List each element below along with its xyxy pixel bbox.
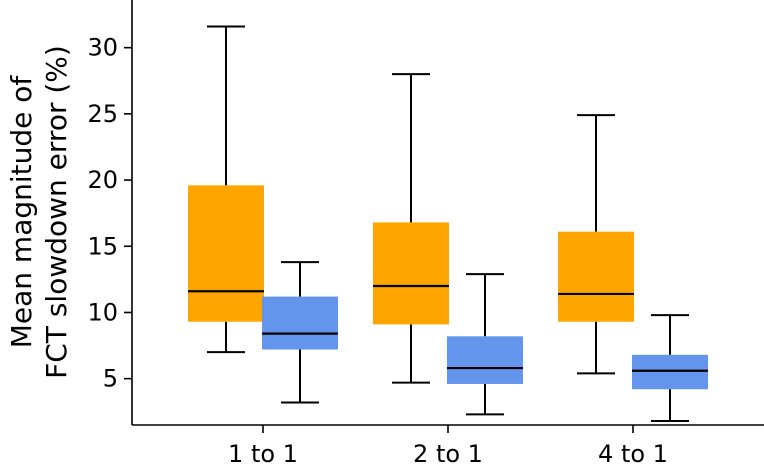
box-series1-group1: [447, 273, 523, 416]
x-tick-label-0: 1 to 1: [228, 440, 298, 468]
box-series0-group0: [188, 25, 264, 354]
box-body: [188, 185, 264, 322]
plot-area: [188, 25, 708, 423]
y-tick-label-5: 5: [103, 365, 118, 393]
y-tick-label-10: 10: [87, 298, 118, 326]
box-body: [447, 336, 523, 384]
box-series0-group1: [373, 73, 449, 384]
x-tick-label-2: 4 to 1: [598, 440, 668, 468]
box-series0-group2: [558, 114, 634, 375]
box-series1-group0: [262, 261, 338, 404]
box-body: [373, 222, 449, 325]
box-body: [262, 296, 338, 350]
y-axis-title-line-1: Mean magnitude of: [5, 75, 38, 349]
y-axis-title-line-2: FCT slowdown error (%): [40, 45, 73, 379]
box-series1-group2: [632, 314, 708, 423]
y-tick-label-15: 15: [87, 232, 118, 260]
box-body: [558, 231, 634, 322]
y-tick-label-20: 20: [87, 166, 118, 194]
y-tick-label-30: 30: [87, 34, 118, 62]
ticks: 5 10 15 20 25 30 1 to 1 2 to 1 4 to 1: [87, 34, 667, 468]
x-tick-label-1: 2 to 1: [413, 440, 483, 468]
box-body: [632, 354, 708, 390]
y-tick-label-25: 25: [87, 100, 118, 128]
